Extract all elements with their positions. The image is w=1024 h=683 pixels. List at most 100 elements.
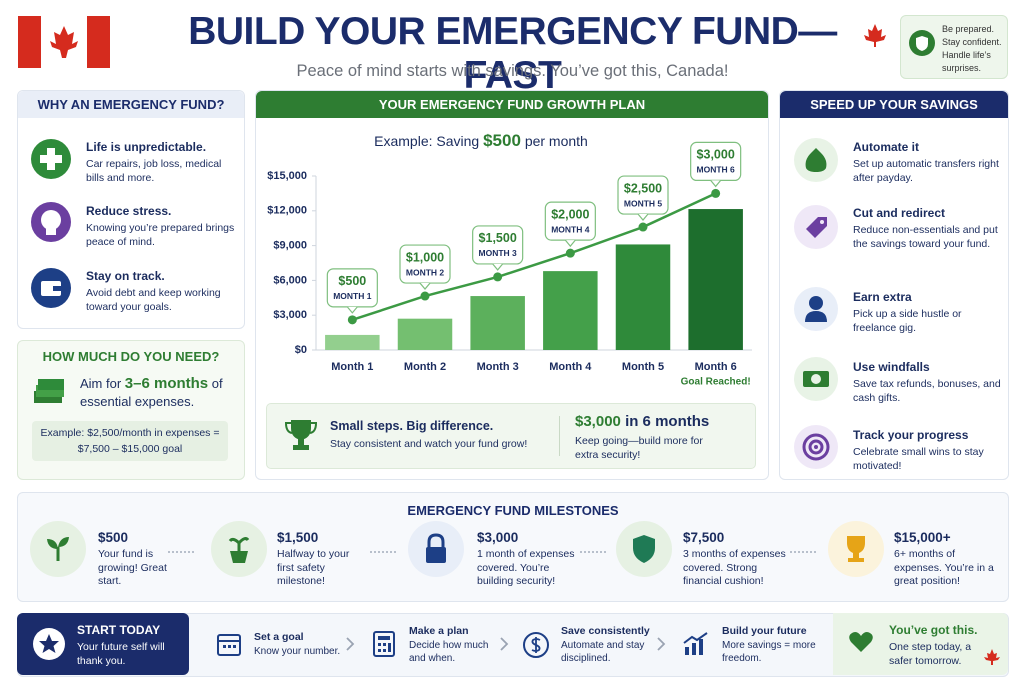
- icon: [31, 268, 71, 308]
- y-tick-label: $15,000: [267, 170, 307, 182]
- item-text: Car repairs, job loss, medical bills and…: [86, 158, 222, 184]
- bar: [325, 334, 380, 350]
- x-tick-label: Month 2: [404, 361, 446, 373]
- milestone-amount: $15,000+: [894, 530, 951, 545]
- x-tick-label: Month 4: [549, 361, 592, 373]
- start-text: Your future self will thank you.: [77, 641, 165, 667]
- chart-subtitle: Example: Saving $500 per month: [256, 131, 706, 151]
- trophy-icon: [285, 420, 317, 450]
- callout-pointer: [346, 306, 358, 314]
- panel-header: EMERGENCY FUND MILESTONES: [407, 503, 619, 518]
- start-box: START TODAY Your future self will thank …: [17, 613, 189, 675]
- cash-icon: [34, 379, 64, 403]
- subtitle: Peace of mind starts with savings. You’v…: [296, 62, 729, 80]
- callout-amount: $2,000: [551, 207, 589, 221]
- icon: [31, 139, 71, 179]
- item-text: Avoid debt and keep working toward your …: [86, 287, 221, 313]
- subtitle-prefix: Example: Saving: [374, 133, 480, 149]
- callout-pointer: [710, 180, 722, 188]
- calculator-icon: [373, 631, 395, 657]
- start-title: START TODAY: [77, 623, 161, 637]
- item-title: Use windfalls: [853, 360, 930, 374]
- icon: [828, 521, 884, 577]
- footer-bar: START TODAY Your future self will thank …: [17, 613, 1009, 677]
- subtitle-amount: $500: [483, 131, 521, 150]
- callout: $1,000 MONTH 2: [399, 244, 451, 290]
- item-text: Save tax refunds, bonuses, and cash gift…: [853, 378, 1001, 404]
- panel-header: SPEED UP YOUR SAVINGS: [780, 91, 1008, 118]
- milestone-text: 6+ months of expenses. You’re in a great…: [894, 548, 994, 587]
- step-title: Build your future: [722, 625, 807, 637]
- goal-note: Goal Reached!: [681, 377, 751, 388]
- aim-highlight: 3–6 months: [124, 375, 209, 392]
- item-title: Cut and redirect: [853, 206, 946, 220]
- item-title: Track your progress: [853, 428, 969, 442]
- badge-line: Handle life’s surprises.: [942, 50, 991, 73]
- milestone-text: 3 months of expenses covered. Strong fin…: [683, 548, 786, 587]
- bar: [470, 296, 525, 350]
- line-point: [638, 222, 648, 232]
- line-point: [565, 248, 575, 258]
- item-text: Set up automatic transfers right after p…: [853, 158, 999, 184]
- how-much-panel: HOW MUCH DO YOU NEED? Aim for 3–6 months…: [17, 340, 245, 480]
- why-panel: WHY AN EMERGENCY FUND? Life is unpredict…: [17, 90, 245, 329]
- step-title: Save consistently: [561, 625, 650, 637]
- callout-amount: $1,000: [406, 250, 444, 264]
- footer-highlight: $3,000 in 6 months: [575, 413, 709, 430]
- callout-amount: $1,500: [479, 231, 517, 245]
- icon: [616, 521, 672, 577]
- x-tick-label: Month 5: [622, 361, 664, 373]
- step-text: More savings = more freedom.: [722, 640, 816, 664]
- step-title: Make a plan: [409, 625, 469, 637]
- closing-box: You’ve got this. One step today, a safer…: [833, 613, 1008, 675]
- callout-box: [472, 225, 524, 265]
- milestone-text: Halfway to your first safety milestone!: [277, 548, 350, 587]
- title: BUILD YOUR EMERGENCY FUND—FAST: [188, 10, 837, 97]
- item-title: Automate it: [853, 140, 919, 154]
- chart-footer: Small steps. Big difference. Stay consis…: [266, 403, 756, 469]
- badge-line: Stay confident.: [942, 37, 1002, 47]
- footer-text: Keep going—build more for extra security…: [575, 435, 703, 461]
- icon: [408, 521, 464, 577]
- footer-amount: $3,000: [575, 413, 621, 430]
- item-title: Life is unpredictable.: [86, 140, 207, 154]
- icon: [794, 138, 838, 182]
- canada-flag: [18, 16, 110, 68]
- step-text: Know your number.: [254, 646, 341, 657]
- milestone-text: Your fund is growing! Great start.: [98, 548, 167, 587]
- callout-amount: $3,000: [697, 148, 735, 162]
- footer-period: in 6 months: [625, 413, 710, 430]
- milestone-amount: $500: [98, 530, 129, 545]
- line: [351, 192, 717, 322]
- speed-panel: SPEED UP YOUR SAVINGS Automate it Set up …: [779, 90, 1009, 480]
- badge-line: Be prepared.: [942, 24, 995, 34]
- line-point: [347, 315, 357, 325]
- panel-header: HOW MUCH DO YOU NEED?: [42, 349, 220, 364]
- callout-label: MONTH 2: [406, 267, 445, 277]
- callout-label: MONTH 3: [479, 248, 518, 258]
- line-point: [711, 188, 721, 198]
- item-text: Knowing you’re prepared brings peace of …: [86, 222, 235, 248]
- milestones-panel: EMERGENCY FUND MILESTONES $500 Your fund …: [17, 492, 1009, 602]
- callout-label: MONTH 4: [551, 224, 590, 234]
- callout-pointer: [564, 239, 576, 248]
- step-text: Automate and stay disciplined.: [561, 640, 645, 664]
- y-tick-label: $9,000: [273, 240, 307, 252]
- item-text: Celebrate small wins to stay motivated!: [853, 446, 984, 472]
- callout-label: MONTH 1: [333, 291, 372, 301]
- badge: Be prepared. Stay confident. Handle life…: [900, 15, 1008, 79]
- calendar-icon: [217, 634, 241, 656]
- step-title: Set a goal: [254, 631, 304, 643]
- star-icon: [33, 628, 65, 660]
- callout: $3,000 MONTH 6: [690, 141, 742, 188]
- x-tick-label: Month 3: [477, 361, 519, 373]
- milestone-amount: $1,500: [277, 530, 319, 545]
- callout-pointer: [419, 282, 431, 290]
- item-title: Stay on track.: [86, 269, 165, 283]
- example: Example: $2,500/month in expenses = $7,5…: [32, 421, 228, 461]
- line-point: [420, 291, 430, 301]
- icon: [31, 202, 71, 242]
- milestone-amount: $3,000: [477, 530, 519, 545]
- maple-leaf: [984, 649, 1000, 665]
